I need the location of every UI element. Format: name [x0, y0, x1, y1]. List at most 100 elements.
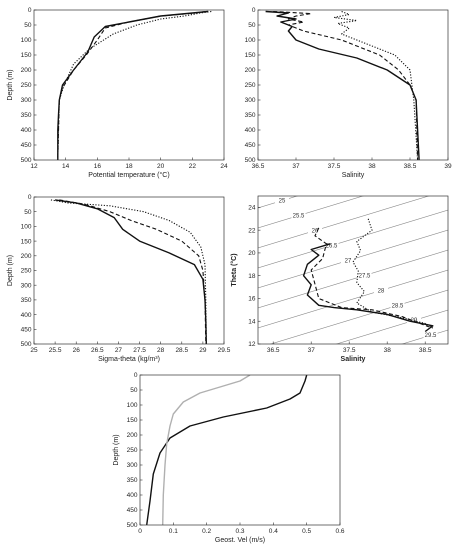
y-tick-label: 400 [245, 127, 256, 134]
x-tick-label: 27 [115, 347, 123, 354]
y-tick-label: 250 [127, 447, 138, 454]
x-tick-label: 38 [368, 163, 376, 170]
density-contour-line [335, 309, 448, 344]
y-tick-label: 150 [245, 52, 256, 59]
x-tick-label: 37.5 [343, 347, 356, 354]
density-contour-label: 27 [345, 258, 352, 264]
y-axis-label: Theta (°C) [230, 253, 238, 286]
y-tick-label: 450 [127, 507, 138, 514]
y-tick-label: 50 [24, 22, 32, 29]
x-tick-label: 26.5 [91, 347, 104, 354]
y-tick-label: 50 [24, 209, 32, 216]
x-axis-label: Sigma-theta (kg/m³) [98, 356, 160, 363]
y-tick-label: 450 [245, 142, 256, 149]
y-tick-label: 500 [127, 522, 138, 529]
x-tick-label: 29 [199, 347, 207, 354]
x-axis-label: Salinity [341, 356, 366, 363]
density-contour-line [258, 196, 430, 249]
y-tick-label: 0 [134, 372, 138, 379]
y-tick-label: 24 [248, 205, 256, 212]
x-tick-label: 22 [189, 163, 197, 170]
density-contour-line [258, 196, 299, 209]
x-tick-label: 0 [138, 528, 142, 535]
y-tick-label: 300 [21, 97, 32, 104]
y-tick-label: 200 [21, 67, 32, 74]
density-contour-label-bg [423, 330, 438, 338]
y-tick-label: 100 [127, 402, 138, 409]
y-tick-label: 250 [245, 82, 256, 89]
x-tick-label: 24 [220, 163, 228, 170]
x-axis-label: Potential temperature (°C) [88, 171, 169, 179]
y-tick-label: 150 [127, 417, 138, 424]
density-contour-label-bg [275, 196, 289, 204]
density-contour-label: 28 [378, 288, 385, 294]
x-tick-label: 29.5 [218, 347, 231, 354]
y-tick-label: 400 [127, 492, 138, 499]
series-line-0 [55, 199, 207, 344]
y-tick-label: 350 [127, 477, 138, 484]
series-line-1 [162, 375, 251, 525]
x-tick-label: 26 [73, 347, 81, 354]
density-contour-label-bg [291, 211, 306, 219]
y-tick-label: 250 [21, 268, 32, 275]
y-tick-label: 500 [21, 157, 32, 164]
y-tick-label: 250 [21, 82, 32, 89]
y-tick-label: 16 [248, 296, 256, 303]
series-line-2 [50, 199, 207, 344]
x-tick-label: 0.3 [235, 528, 244, 535]
y-tick-label: 150 [21, 238, 32, 245]
x-tick-label: 38 [384, 347, 392, 354]
density-contour-line [258, 249, 448, 309]
density-contour-label-bg [341, 256, 355, 264]
series-line-1 [57, 10, 206, 160]
series-line-0 [57, 10, 209, 160]
y-axis-label: Depth (m) [113, 434, 120, 465]
density-contour-label: 26 [312, 228, 319, 234]
series-line-0 [302, 243, 434, 333]
x-tick-label: 37.5 [328, 163, 341, 170]
y-tick-label: 350 [245, 112, 256, 119]
series-line-2 [57, 10, 212, 160]
series-line-1 [310, 227, 430, 328]
series-line-0 [146, 375, 308, 525]
x-tick-label: 39 [444, 163, 452, 170]
y-axis-label: Depth (m) [7, 255, 14, 286]
y-tick-label: 0 [28, 7, 32, 14]
y-tick-label: 300 [21, 282, 32, 289]
y-tick-label: 100 [21, 37, 32, 44]
y-tick-label: 400 [21, 127, 32, 134]
x-tick-label: 18 [125, 163, 133, 170]
x-tick-label: 37 [292, 163, 300, 170]
density-contour-label: 28.5 [392, 303, 404, 309]
x-tick-label: 0.4 [269, 528, 278, 535]
x-tick-label: 0.5 [302, 528, 311, 535]
density-contour-label: 25.5 [293, 213, 305, 219]
y-tick-label: 18 [248, 273, 256, 280]
chart-temp: 12 14 16 18 20 22 24 0 50 100 150 200 250 300 350 400 45… [7, 7, 228, 179]
x-tick-label: 16 [94, 163, 102, 170]
series-line-2 [352, 218, 434, 329]
y-tick-label: 450 [21, 142, 32, 149]
y-tick-label: 0 [28, 194, 32, 201]
y-tick-label: 350 [21, 297, 32, 304]
axes-frame [257, 9, 449, 161]
density-contour-label: 25 [279, 198, 286, 204]
y-tick-label: 150 [21, 52, 32, 59]
y-tick-label: 300 [127, 462, 138, 469]
y-tick-label: 14 [248, 318, 256, 325]
y-tick-label: 50 [130, 387, 138, 394]
x-tick-label: 25.5 [49, 347, 62, 354]
x-tick-label: 28 [157, 347, 165, 354]
axes-frame [139, 374, 341, 526]
density-contour-line [258, 269, 448, 329]
chart-sal: 36.5 37 37.5 38 38.5 39 0 50 100 150 200 250 300 350 4… [245, 7, 452, 179]
x-tick-label: 38.5 [404, 163, 417, 170]
y-tick-label: 500 [245, 157, 256, 164]
y-tick-label: 22 [248, 227, 256, 234]
y-tick-label: 100 [245, 37, 256, 44]
density-contour-label-bg [390, 300, 405, 308]
y-tick-label: 350 [21, 112, 32, 119]
